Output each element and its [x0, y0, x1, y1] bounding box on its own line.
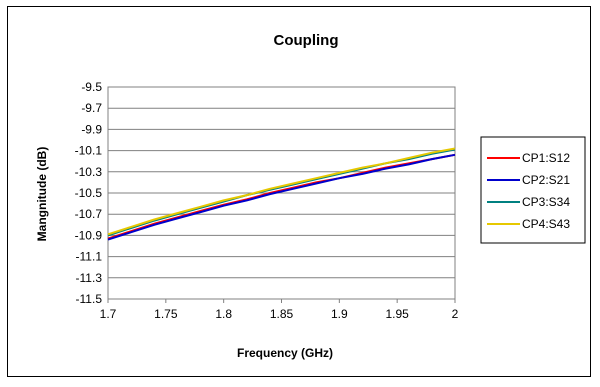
- x-tick-label: 1.85: [270, 307, 294, 321]
- y-tick-label: -10.9: [75, 228, 103, 242]
- x-tick-label: 1.7: [100, 307, 117, 321]
- series-line-cp1-s12: [107, 153, 456, 240]
- x-tick-label: 2: [452, 307, 459, 321]
- y-tick-label: -9.5: [81, 80, 102, 94]
- series-lines: [107, 147, 456, 241]
- legend: [480, 136, 586, 244]
- legend-entry: CP2:S21: [522, 173, 570, 187]
- y-tick-label: -11.1: [76, 250, 103, 264]
- y-tick-label: -9.9: [81, 122, 102, 136]
- y-tick-label: -10.1: [75, 144, 103, 158]
- x-tick-label: 1.9: [331, 307, 348, 321]
- x-tick-labels: 1.7 1.75 1.8 1.85 1.9 1.95 2: [100, 307, 459, 321]
- y-tick-label: -10.5: [75, 186, 103, 200]
- legend-entry: CP4:S43: [522, 217, 570, 231]
- y-tick-label: -11.3: [76, 271, 103, 285]
- gridlines: [107, 86, 456, 303]
- x-tick-label: 1.95: [385, 307, 409, 321]
- y-tick-label: -10.3: [75, 165, 103, 179]
- x-tick-label: 1.75: [154, 307, 178, 321]
- y-tick-label: -10.7: [75, 207, 103, 221]
- x-axis-label: Frequency (GHz): [237, 346, 333, 360]
- legend-items: CP1:S12 CP2:S21 CP3:S34 CP4:S43: [487, 151, 570, 231]
- series-line-cp2-s21: [107, 153, 456, 241]
- y-axis-label: Mangnitude (dB): [35, 147, 49, 242]
- y-tick-labels: -9.5 -9.7 -9.9 -10.1 -10.3 -10.5 -10.7 -10.9 -11…: [75, 80, 103, 306]
- y-tick-label: -9.7: [81, 101, 102, 115]
- series-line-cp4-s43: [107, 147, 456, 236]
- legend-entry: CP3:S34: [522, 195, 570, 209]
- chart-title: Coupling: [274, 32, 339, 49]
- y-tick-label: -11.5: [76, 292, 103, 306]
- x-tick-label: 1.8: [215, 307, 232, 321]
- legend-entry: CP1:S12: [522, 151, 570, 165]
